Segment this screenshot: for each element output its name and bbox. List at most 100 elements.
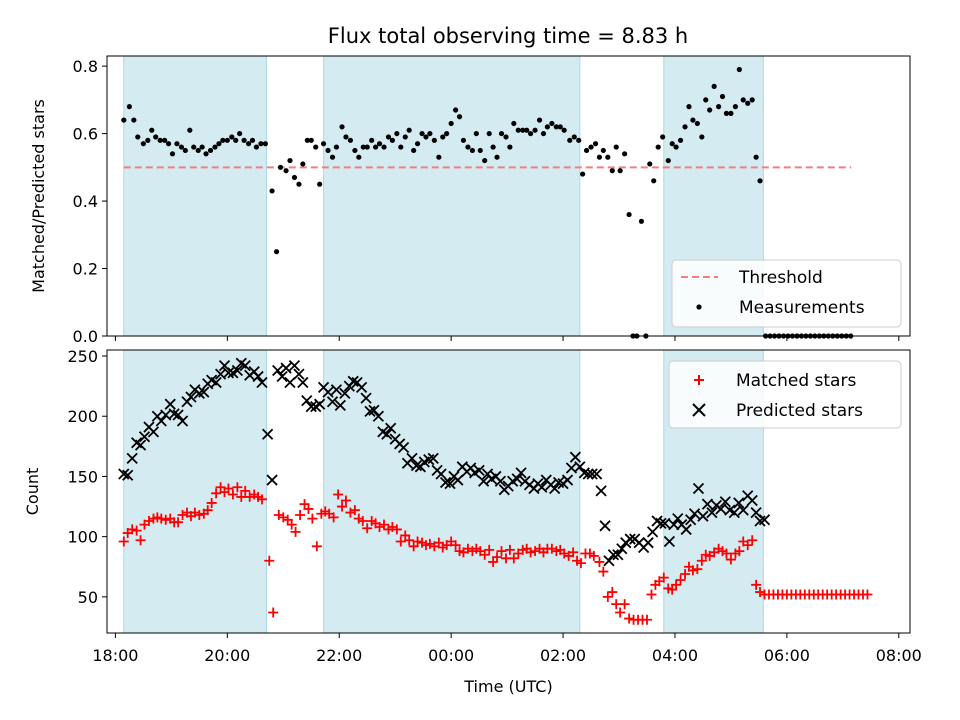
measurement-point	[453, 107, 459, 113]
predicted-point	[586, 468, 598, 480]
measurement-point	[372, 144, 379, 150]
measurement-point	[600, 147, 606, 154]
measurement-point	[592, 141, 599, 147]
measurement-point	[178, 144, 185, 150]
measurement-point	[262, 141, 268, 147]
measurement-point	[626, 211, 632, 218]
measurement-point	[199, 144, 205, 150]
measurement-point	[376, 141, 383, 147]
predicted-point	[569, 451, 582, 463]
predicted-point	[147, 426, 160, 438]
measurement-point	[360, 144, 366, 150]
predicted-point	[297, 376, 309, 389]
predicted-point	[118, 468, 130, 480]
measurement-point	[364, 144, 370, 150]
legend-predicted-label: Predicted stars	[736, 401, 863, 421]
ratio-panel: 0.0 0.2 0.4 0.6 0.8 Matched/Predicted stars Th…	[29, 55, 911, 346]
matched-point	[479, 549, 490, 560]
matched-point	[412, 536, 423, 547]
predicted-point	[561, 474, 574, 486]
predicted-point	[231, 364, 244, 377]
predicted-point	[536, 481, 548, 493]
measurement-point	[229, 134, 235, 140]
predicted-point	[172, 409, 184, 421]
measurement-point	[511, 120, 517, 127]
measurement-point	[711, 83, 717, 89]
measurement-point	[320, 141, 327, 147]
predicted-point	[680, 523, 692, 536]
measurement-point	[690, 117, 696, 123]
matched-point	[286, 519, 297, 530]
matched-point	[131, 525, 142, 536]
predicted-point	[138, 431, 151, 443]
matched-point	[492, 552, 503, 563]
matched-point	[264, 555, 275, 566]
matched-point	[575, 558, 586, 569]
matched-point	[337, 501, 348, 512]
measurement-point	[300, 161, 306, 167]
predicted-point	[347, 375, 359, 387]
legend: Matched stars Predicted stars	[668, 360, 902, 429]
measurement-point	[549, 120, 555, 127]
matched-point	[525, 547, 536, 558]
measurement-point	[655, 144, 661, 150]
measurement-point	[617, 168, 623, 174]
axes-frame	[106, 349, 911, 634]
predicted-point	[719, 496, 731, 508]
measurement-point	[583, 147, 590, 154]
matched-point	[211, 488, 222, 499]
matched-point	[671, 579, 682, 590]
predicted-point	[692, 482, 705, 495]
predicted-point	[607, 549, 620, 561]
measurement-point	[694, 120, 700, 127]
measurement-point	[402, 134, 408, 140]
measurement-point	[580, 171, 586, 177]
matched-point	[189, 507, 200, 518]
matched-point	[311, 541, 322, 552]
y-tick-label: 0.4	[73, 192, 98, 211]
measurement-point	[165, 141, 172, 147]
measurement-point	[436, 154, 442, 160]
measurement-point	[220, 137, 226, 143]
measurement-point	[732, 104, 739, 110]
matched-point	[598, 566, 609, 577]
observing-window-band	[123, 55, 267, 337]
matched-point	[508, 553, 519, 564]
matched-point	[496, 546, 507, 557]
measurement-point	[149, 127, 155, 133]
measurement-point	[605, 154, 611, 160]
matched-point	[862, 589, 873, 600]
series-matched-stars	[118, 482, 873, 625]
matched-point	[404, 535, 415, 546]
matched-point	[135, 535, 146, 546]
measurement-point	[571, 134, 577, 140]
matched-point	[333, 489, 344, 500]
measurement-point	[699, 134, 705, 140]
measurement-point	[233, 137, 239, 143]
predicted-point	[252, 370, 264, 383]
measurement-point	[544, 124, 550, 130]
predicted-point	[261, 428, 274, 440]
measurement-point	[283, 168, 289, 174]
matched-point	[641, 614, 652, 625]
predicted-point	[322, 386, 334, 398]
matched-point	[227, 489, 238, 500]
measurement-point	[369, 137, 375, 143]
measurement-point	[613, 144, 619, 150]
measurement-point	[673, 144, 679, 150]
y-axis-label: Matched/Predicted stars	[29, 99, 48, 293]
predicted-point	[672, 512, 684, 525]
predicted-point	[663, 535, 676, 548]
predicted-point	[655, 517, 667, 530]
measurement-point	[273, 249, 280, 255]
measurement-point	[665, 157, 671, 164]
matched-point	[721, 548, 732, 559]
matched-point	[173, 517, 184, 528]
y-tick-label: 200	[67, 407, 98, 426]
measurement-point	[444, 130, 450, 137]
matched-point	[156, 513, 167, 524]
measurement-point	[448, 120, 454, 127]
predicted-point	[256, 376, 268, 389]
measurement-point	[191, 144, 197, 150]
measurement-point	[245, 141, 252, 147]
